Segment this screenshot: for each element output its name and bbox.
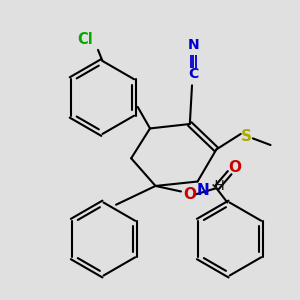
Text: C: C — [188, 67, 198, 81]
Text: N: N — [197, 183, 209, 198]
Text: ·H: ·H — [210, 179, 225, 193]
Text: Cl: Cl — [77, 32, 93, 47]
Text: S: S — [241, 129, 252, 144]
Text: O: O — [183, 187, 196, 202]
Text: N: N — [187, 38, 199, 52]
Text: O: O — [229, 160, 242, 175]
